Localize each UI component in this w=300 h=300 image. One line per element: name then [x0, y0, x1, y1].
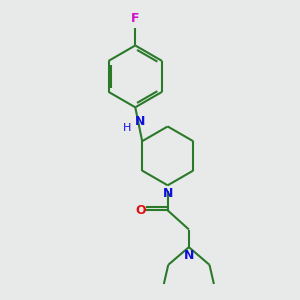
Text: N: N [163, 187, 173, 200]
Text: F: F [131, 12, 140, 26]
Text: N: N [184, 249, 194, 262]
Text: O: O [135, 204, 146, 217]
Text: H: H [123, 123, 131, 133]
Text: N: N [135, 115, 145, 128]
